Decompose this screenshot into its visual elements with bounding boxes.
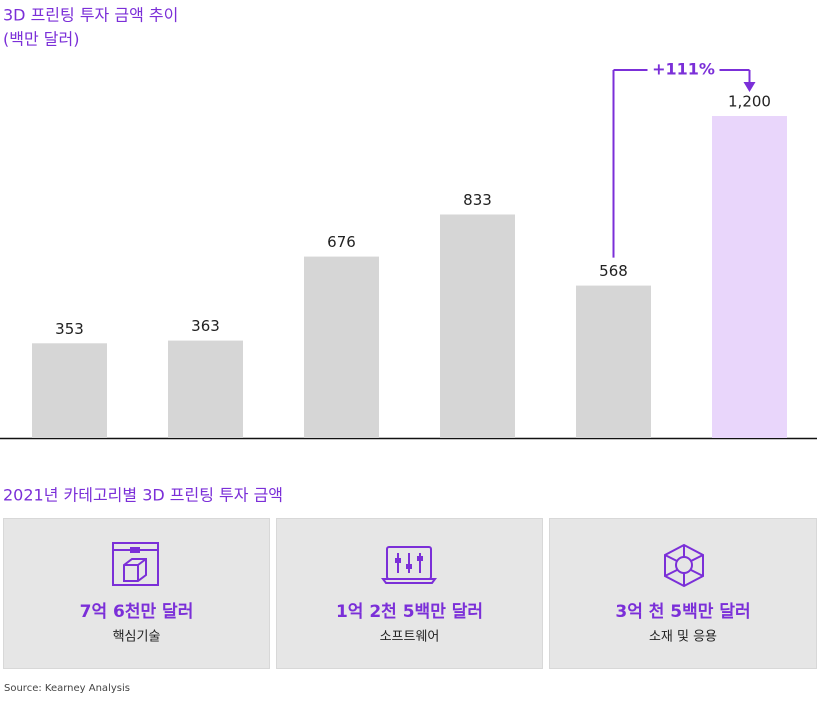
bar [576,285,651,438]
value-label: 833 [463,191,492,209]
bar [712,116,787,438]
bar [32,343,107,438]
annotation-arrowhead [743,82,756,92]
icon-materials [664,543,704,588]
chart-subtitle: (백만 달러) [3,30,79,49]
annotation: +111% [652,60,715,79]
card-label: 소재 및 응용 [649,630,717,645]
card-label: 핵심기술 [113,630,161,645]
icon-software [381,546,437,584]
card [3,518,270,669]
value-label: 363 [191,317,220,335]
value-label: 676 [327,233,356,251]
value-label: 353 [55,320,84,338]
card-amount: 3억 천 5백만 달러 [615,601,750,622]
chart-title: 3D 프린팅 투자 금액 추이 [3,6,178,25]
value-label: 1,200 [728,93,771,111]
value-label: 568 [599,262,628,280]
card-amount: 1억 2천 5백만 달러 [336,601,483,622]
section-title: 2021년 카테고리별 3D 프린팅 투자 금액 [3,486,283,505]
source: Source: Kearney Analysis [4,683,130,694]
card [276,518,543,669]
bar [440,214,515,438]
bar [168,340,243,438]
icon-core [112,542,159,586]
card [549,518,817,669]
card-amount: 7억 6천만 달러 [80,601,194,622]
card-label: 소프트웨어 [380,630,440,645]
bar [304,256,379,438]
